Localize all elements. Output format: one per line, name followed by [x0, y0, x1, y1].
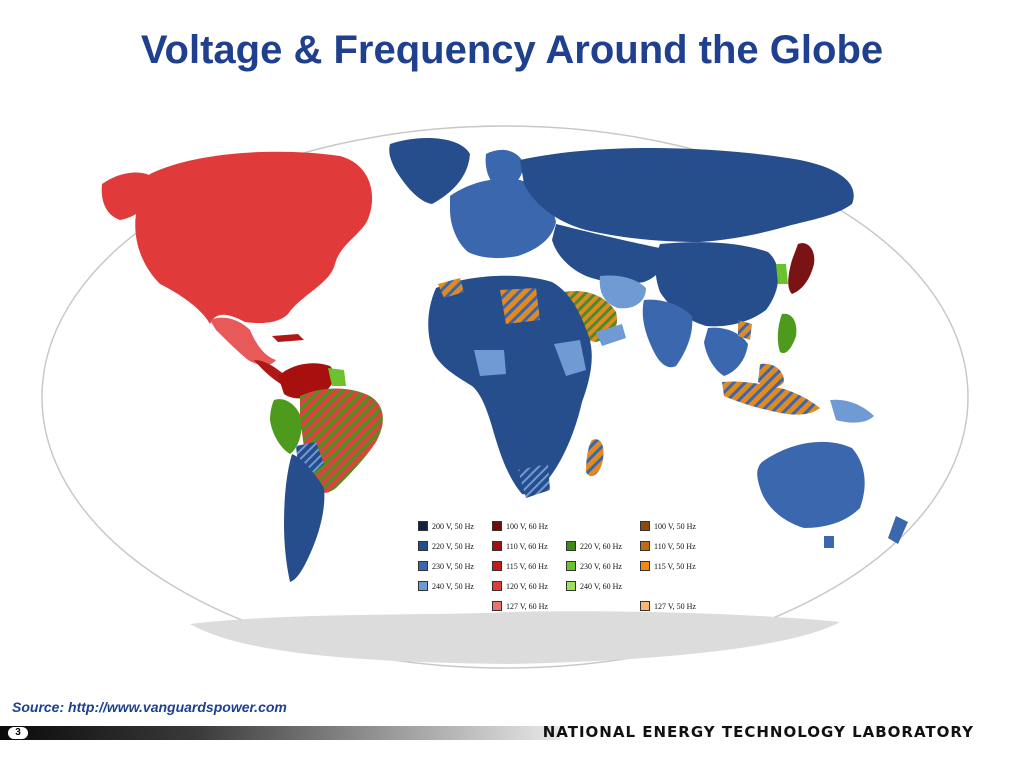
legend-item: 120 V, 60 Hz — [492, 580, 548, 592]
legend-swatch — [566, 561, 576, 571]
legend-item: 110 V, 60 Hz — [492, 540, 548, 552]
tasmania — [824, 536, 834, 548]
west-africa — [474, 350, 506, 376]
footer-bar — [0, 726, 560, 740]
new-zealand — [888, 516, 908, 544]
libya-egypt — [500, 288, 540, 324]
legend-swatch — [418, 581, 428, 591]
borneo — [758, 363, 784, 388]
legend-swatch — [492, 601, 502, 611]
legend-label: 115 V, 50 Hz — [654, 561, 696, 571]
world-map-svg — [41, 125, 969, 669]
russia — [520, 147, 854, 242]
philippines — [777, 313, 797, 354]
legend-swatch — [492, 561, 502, 571]
japan — [788, 243, 815, 294]
africa — [428, 275, 592, 495]
legend-item: 240 V, 60 Hz — [566, 580, 622, 592]
legend-label: 220 V, 50 Hz — [432, 541, 474, 551]
legend-swatch — [418, 541, 428, 551]
legend-swatch — [492, 521, 502, 531]
legend-item: 115 V, 60 Hz — [492, 560, 548, 572]
alaska — [101, 172, 158, 220]
china — [655, 242, 779, 327]
legend-label: 220 V, 60 Hz — [580, 541, 622, 551]
legend-item: 200 V, 50 Hz — [418, 520, 474, 532]
page-number: 3 — [8, 727, 28, 739]
legend-item: 230 V, 60 Hz — [566, 560, 622, 572]
south-africa — [518, 464, 550, 498]
mexico — [210, 317, 276, 366]
australia — [757, 441, 865, 528]
east-africa — [554, 340, 586, 376]
yemen-oman — [596, 324, 626, 346]
legend-label: 240 V, 60 Hz — [580, 581, 622, 591]
legend-swatch — [492, 581, 502, 591]
legend-item: 100 V, 50 Hz — [640, 520, 696, 532]
europe — [450, 178, 556, 259]
iran-afghanistan — [599, 275, 646, 309]
legend-label: 100 V, 60 Hz — [506, 521, 548, 531]
legend-item: 240 V, 50 Hz — [418, 580, 474, 592]
legend-label: 100 V, 50 Hz — [654, 521, 696, 531]
thailand-hatched — [738, 320, 752, 340]
caribbean — [272, 334, 304, 342]
legend-label: 110 V, 50 Hz — [654, 541, 696, 551]
legend-label: 127 V, 50 Hz — [654, 601, 696, 611]
legend-label: 110 V, 60 Hz — [506, 541, 548, 551]
legend-label: 230 V, 60 Hz — [580, 561, 622, 571]
legend-item: 220 V, 50 Hz — [418, 540, 474, 552]
legend-swatch — [566, 581, 576, 591]
morocco — [438, 278, 464, 298]
antarctica — [190, 611, 840, 664]
greenland — [389, 138, 470, 204]
india — [642, 299, 693, 368]
central-asia — [552, 224, 664, 284]
southeast-asia — [704, 327, 748, 376]
legend-swatch — [640, 521, 650, 531]
legend-item: 115 V, 50 Hz — [640, 560, 696, 572]
legend-item: 100 V, 60 Hz — [492, 520, 548, 532]
legend-swatch — [640, 561, 650, 571]
southern-south-america — [284, 454, 325, 582]
legend-swatch — [418, 561, 428, 571]
legend-item: 230 V, 50 Hz — [418, 560, 474, 572]
legend-swatch — [418, 521, 428, 531]
legend-label: 200 V, 50 Hz — [432, 521, 474, 531]
legend-item: 127 V, 60 Hz — [492, 600, 548, 612]
legend-swatch — [640, 601, 650, 611]
map-legend: 200 V, 50 Hz 220 V, 50 Hz 230 V, 50 Hz 2… — [418, 520, 718, 620]
legend-swatch — [566, 541, 576, 551]
legend-label: 115 V, 60 Hz — [506, 561, 548, 571]
brazil — [300, 388, 383, 493]
legend-swatch — [492, 541, 502, 551]
slide-title: Voltage & Frequency Around the Globe — [140, 28, 884, 72]
legend-label: 127 V, 60 Hz — [506, 601, 548, 611]
legend-swatch — [640, 541, 650, 551]
korea — [776, 264, 788, 284]
guianas — [328, 368, 346, 386]
colombia-venezuela — [278, 363, 335, 399]
legend-item: 110 V, 50 Hz — [640, 540, 696, 552]
indonesia — [722, 381, 820, 415]
north-america — [135, 151, 373, 324]
legend-item: 220 V, 60 Hz — [566, 540, 622, 552]
peru-ecuador — [270, 399, 302, 454]
legend-label: 120 V, 60 Hz — [506, 581, 548, 591]
legend-item: 127 V, 50 Hz — [640, 600, 696, 612]
netl-logo: NATIONAL ENERGY TECHNOLOGY LABORATORY — [542, 723, 974, 741]
legend-label: 240 V, 50 Hz — [432, 581, 474, 591]
new-guinea — [830, 399, 874, 423]
source-citation: Source: http://www.vanguardspower.com — [12, 699, 287, 715]
legend-label: 230 V, 50 Hz — [432, 561, 474, 571]
scandinavia — [485, 149, 524, 190]
world-map — [40, 124, 970, 670]
madagascar — [586, 439, 604, 477]
